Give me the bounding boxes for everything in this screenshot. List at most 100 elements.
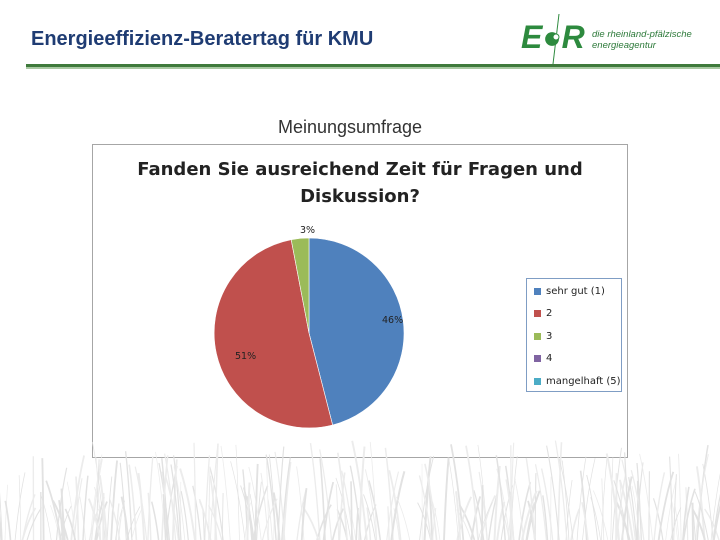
grass-blade (455, 491, 462, 540)
grass-blade (198, 498, 211, 540)
grass-blade (209, 475, 218, 540)
grass-blade (419, 455, 435, 540)
grass-blade (496, 501, 506, 540)
grass-blade (348, 506, 357, 540)
grass-blade (423, 456, 432, 540)
grass-blade (252, 485, 269, 540)
chart-title: Fanden Sie ausreichend Zeit für Fragen u… (93, 156, 627, 210)
legend-label: sehr gut (1) (546, 285, 605, 297)
grass-blade (682, 486, 690, 540)
grass-blade (507, 478, 516, 540)
grass-blade (505, 479, 515, 540)
grass-blade (147, 492, 152, 540)
grass-blade (147, 456, 154, 540)
grass-blade (478, 471, 488, 540)
grass-blade (18, 475, 22, 540)
grass-blade (303, 508, 320, 540)
grass-blade (119, 462, 127, 540)
grass-blade (694, 491, 709, 540)
grass-blade (393, 508, 400, 540)
grass-blade (481, 485, 484, 540)
grass-blade (98, 475, 108, 540)
legend-swatch (534, 377, 541, 385)
grass-blade (586, 474, 599, 540)
grass-blade (220, 445, 231, 540)
grass-blade (369, 441, 378, 540)
legend-item: sehr gut (1) (534, 284, 605, 298)
grass-blade (363, 494, 376, 540)
grass-blade (180, 490, 189, 540)
grass-blade (296, 466, 305, 540)
grass-blade (268, 454, 277, 540)
grass-blade (554, 440, 568, 540)
grass-blade (652, 498, 664, 540)
header-divider (26, 64, 720, 67)
grass-blade (576, 456, 587, 540)
grass-blade (685, 487, 689, 540)
grass-blade (64, 508, 77, 540)
grass-blade (266, 461, 270, 540)
grass-blade (534, 464, 548, 540)
grass-blade (106, 476, 113, 540)
grass-blade (272, 492, 281, 540)
grass-blade (193, 442, 197, 540)
grass-blade (558, 458, 574, 540)
agency-logo: E●R die rheinland-pfälzische energieagen… (519, 10, 719, 66)
grass-blade (254, 463, 259, 540)
grass-blade (82, 475, 89, 540)
grass-blade (639, 453, 653, 540)
grass-blade (590, 497, 601, 540)
grass-blade (691, 502, 694, 540)
grass-blade (514, 481, 524, 540)
grass-blade (592, 490, 609, 540)
grass-blade (209, 443, 219, 540)
grass-blade (386, 471, 400, 540)
grass-blade (713, 503, 720, 540)
grass-decoration (0, 440, 720, 540)
grass-blade (161, 455, 169, 540)
grass-blade (246, 482, 251, 540)
grass-blade (131, 506, 144, 540)
grass-blade (364, 469, 377, 540)
grass-blade (79, 496, 86, 540)
grass-blade (40, 494, 52, 540)
grass-blade (630, 470, 645, 540)
legend-label: 4 (546, 353, 553, 364)
grass-blade (621, 459, 637, 540)
grass-blade (542, 495, 549, 540)
grass-blade (628, 476, 638, 540)
grass-blade (59, 505, 72, 540)
grass-blade (281, 457, 291, 540)
pie-slice (308, 237, 405, 426)
legend-item: 2 (534, 307, 552, 321)
grass-blade (465, 445, 479, 540)
grass-blade (682, 488, 696, 540)
grass-blade (319, 449, 333, 540)
grass-blade (335, 484, 340, 540)
logo-tagline: die rheinland-pfälzische energieagentur (592, 29, 692, 51)
grass-blade (110, 460, 119, 540)
pie-slice (213, 239, 333, 429)
grass-blade (0, 513, 3, 540)
grass-blade (390, 471, 406, 540)
grass-blade (631, 485, 640, 540)
grass-blade (0, 492, 3, 540)
grass-blade (368, 480, 382, 540)
grass-blade (669, 456, 674, 540)
grass-blade (623, 452, 629, 540)
legend-swatch (534, 355, 541, 362)
grass-blade (570, 508, 581, 540)
grass-blade (581, 502, 589, 540)
grass-blade (691, 509, 706, 540)
grass-blade (673, 474, 677, 540)
pie-data-label: 3% (300, 225, 315, 236)
legend-swatch (534, 310, 541, 317)
grass-blade (678, 453, 682, 540)
grass-blade (610, 457, 614, 540)
grass-blade (478, 502, 493, 540)
grass-blade (126, 506, 141, 540)
grass-blade (73, 478, 83, 540)
grass-blade (331, 508, 345, 540)
chart-title-line-2: Diskussion? (300, 186, 420, 207)
grass-blade (120, 496, 130, 540)
